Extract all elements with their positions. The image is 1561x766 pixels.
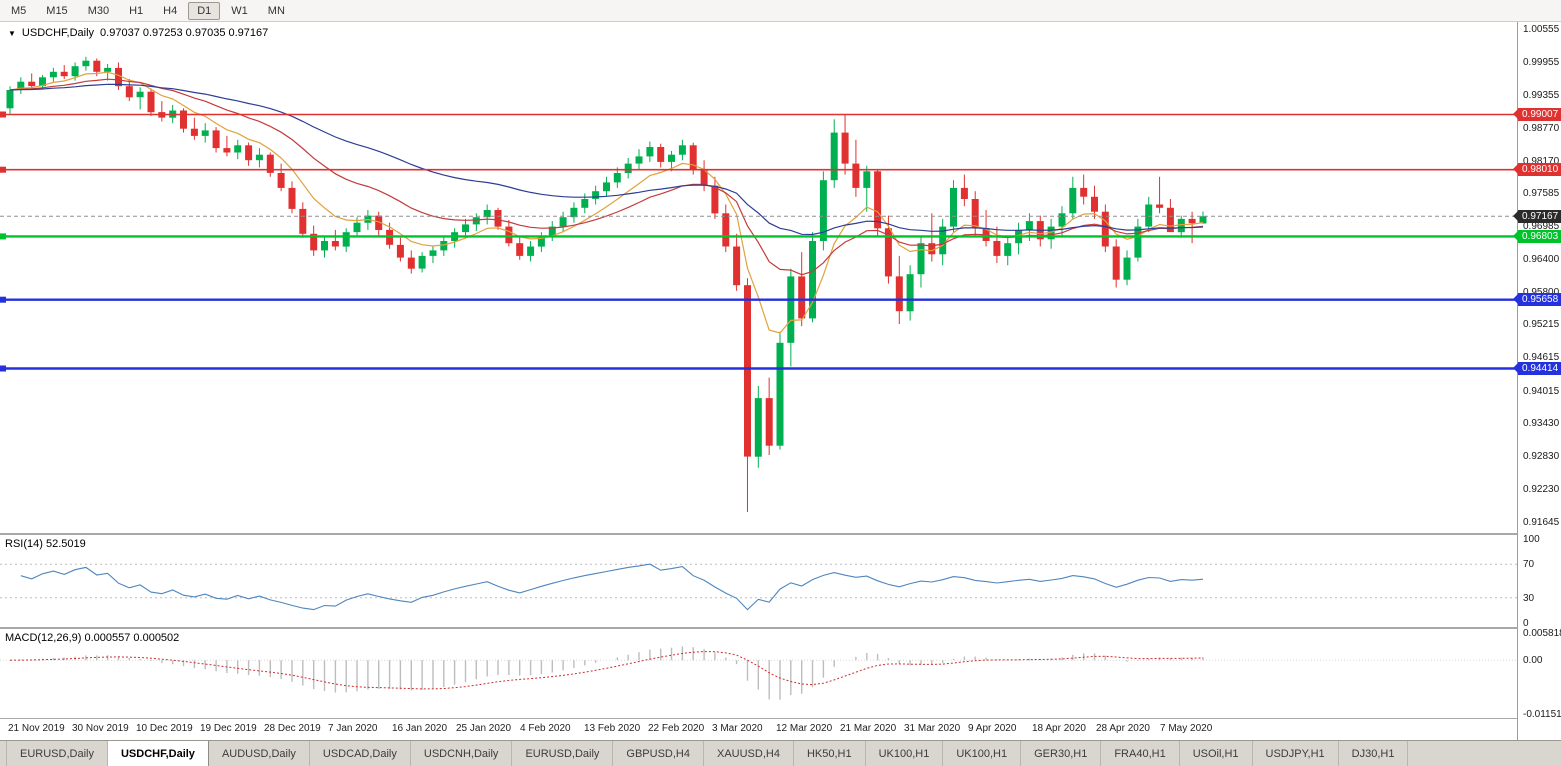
chart-tab-usoil-h1[interactable]: USOil,H1 (1180, 741, 1253, 766)
chart-tab-usdcad-daily[interactable]: USDCAD,Daily (310, 741, 411, 766)
x-axis-label: 18 Apr 2020 (1032, 723, 1086, 734)
hline-price-badge: 0.96803 (1513, 229, 1561, 243)
timeframe-button-m5[interactable]: M5 (11, 4, 27, 17)
panel-separator[interactable] (0, 533, 1561, 535)
y-axis-label: 0.98770 (1523, 122, 1560, 134)
y-axis-label: 0.94615 (1523, 352, 1560, 364)
timeframe-button-h4[interactable]: H4 (163, 4, 178, 17)
chart-symbol-label: USDCHF,Daily (21, 27, 95, 39)
x-axis-label: 25 Jan 2020 (456, 723, 512, 734)
chart-tab-bar: EURUSD,Daily USDCHF,Daily AUDUSD,Daily USDC… (0, 740, 1561, 766)
chart-tab-hk50-h1[interactable]: HK50,H1 (794, 741, 866, 766)
chart-title: ▼ USDCHF,Daily 0.97037 0.97253 0.97035 0… (8, 27, 268, 39)
rsi-panel[interactable]: RSI(14) 52.5019 (0, 535, 1517, 627)
panel-separator[interactable] (0, 627, 1561, 629)
y-axis-label: 0.94015 (1523, 385, 1560, 397)
timeframe-button-w1[interactable]: W1 (231, 4, 248, 17)
current-price-badge: 0.97167 (1513, 209, 1561, 223)
y-axis-label: 0.91645 (1523, 516, 1560, 528)
timeframe-button-mn[interactable]: MN (267, 4, 285, 17)
rsi-axis-label: 30 (1523, 592, 1535, 604)
x-axis-label: 12 Mar 2020 (776, 723, 833, 734)
x-axis-label: 31 Mar 2020 (904, 723, 961, 734)
timeframe-toolbar: M5 M15 M30 H1 H4 D1 W1 MN (0, 0, 1561, 22)
x-axis-label: 21 Mar 2020 (840, 723, 897, 734)
hline-price-badge: 0.95658 (1513, 293, 1561, 307)
price-axis[interactable]: 1.00555 0.99955 0.99355 0.98770 0.98170 0.975… (1513, 22, 1561, 740)
x-axis-label: 30 Nov 2019 (72, 723, 129, 734)
chart-menu-icon[interactable]: ▼ (8, 28, 16, 38)
macd-axis-label: 0.00 (1523, 655, 1543, 667)
y-axis-label: 0.92830 (1523, 451, 1560, 463)
timeframe-button-m30[interactable]: M30 (87, 4, 110, 17)
y-axis-label: 0.93430 (1523, 417, 1560, 429)
x-axis-label: 3 Mar 2020 (712, 723, 763, 734)
chart-area: ▼ USDCHF,Daily 0.97037 0.97253 0.97035 0… (0, 22, 1561, 741)
x-axis-label: 13 Feb 2020 (584, 723, 641, 734)
chart-tab-usdcnh-daily[interactable]: USDCNH,Daily (411, 741, 513, 766)
x-axis-label: 22 Feb 2020 (648, 723, 705, 734)
x-axis-label: 19 Dec 2019 (200, 723, 257, 734)
hline-price-badge: 0.99007 (1513, 108, 1561, 121)
timeframe-button-m15[interactable]: M15 (46, 4, 68, 17)
x-axis-label: 4 Feb 2020 (520, 723, 571, 734)
chart-tab-uk100-h1[interactable]: UK100,H1 (866, 741, 944, 766)
y-axis-label: 0.99955 (1523, 57, 1560, 69)
y-axis-label: 0.97585 (1523, 188, 1560, 200)
rsi-axis-label: 0 (1523, 618, 1529, 629)
chart-tab-audusd-daily[interactable]: AUDUSD,Daily (209, 741, 310, 766)
chart-tab-ger30-h1[interactable]: GER30,H1 (1021, 741, 1102, 766)
y-axis-label: 1.00555 (1523, 23, 1560, 35)
x-axis-label: 7 Jan 2020 (328, 723, 378, 734)
chart-tab-eurusd-daily[interactable]: EURUSD,Daily (512, 741, 614, 766)
chart-tab-gbpusd-h4[interactable]: GBPUSD,H4 (613, 741, 704, 766)
timeframe-button-d1[interactable]: D1 (188, 1, 221, 20)
chart-tab-dj30-h1[interactable]: DJ30,H1 (1339, 741, 1409, 766)
y-axis-label: 0.96985 (1523, 221, 1560, 233)
timeframe-button-h1[interactable]: H1 (129, 4, 144, 17)
y-axis-label: 0.99355 (1523, 90, 1560, 102)
rsi-plot[interactable] (0, 535, 1517, 627)
chart-tab-usdjpy-h1[interactable]: USDJPY,H1 (1253, 741, 1339, 766)
chart-tab-xauusd-h4[interactable]: XAUUSD,H4 (704, 741, 794, 766)
macd-plot[interactable] (0, 629, 1517, 718)
chart-tab-uk100-h1[interactable]: UK100,H1 (943, 741, 1022, 766)
chart-tab-fra40-h1[interactable]: FRA40,H1 (1101, 741, 1180, 766)
macd-axis-label: 0.005818 (1523, 628, 1561, 639)
chart-ohlc-values: 0.97037 0.97253 0.97035 0.97167 (100, 27, 269, 39)
x-axis-label: 7 May 2020 (1160, 723, 1213, 734)
price-badge-arrow-icon (1513, 210, 1518, 221)
main-chart-panel[interactable]: ▼ USDCHF,Daily 0.97037 0.97253 0.97035 0… (0, 22, 1517, 533)
macd-indicator-label: MACD(12,26,9) 0.000557 0.000502 (5, 632, 180, 644)
rsi-axis-label: 100 (1523, 534, 1540, 545)
time-axis[interactable]: 21 Nov 2019 30 Nov 2019 10 Dec 2019 19 Dec … (0, 718, 1561, 741)
hline-price-badge: 0.94414 (1513, 362, 1561, 375)
x-axis-label: 21 Nov 2019 (8, 723, 65, 734)
price-badge-arrow-icon (1513, 230, 1518, 241)
price-badge-arrow-icon (1513, 363, 1518, 373)
x-axis-label: 10 Dec 2019 (136, 723, 193, 734)
chart-tab-usdchf-daily[interactable]: USDCHF,Daily (107, 741, 209, 766)
rsi-indicator-label: RSI(14) 52.5019 (5, 538, 86, 550)
hline-price-badge: 0.98010 (1513, 163, 1561, 177)
candlestick-plot[interactable] (0, 22, 1517, 533)
x-axis-label: 28 Apr 2020 (1096, 723, 1150, 734)
rsi-axis-label: 70 (1523, 559, 1535, 571)
price-badge-arrow-icon (1513, 109, 1518, 119)
price-badge-arrow-icon (1513, 164, 1518, 175)
price-badge-arrow-icon (1513, 294, 1518, 305)
x-axis-label: 16 Jan 2020 (392, 723, 448, 734)
y-axis-label: 0.96400 (1523, 253, 1560, 265)
y-axis-label: 0.92230 (1523, 484, 1560, 496)
y-axis-label: 0.98170 (1523, 155, 1560, 167)
y-axis-label: 0.95215 (1523, 319, 1560, 331)
x-axis-label: 28 Dec 2019 (264, 723, 321, 734)
x-axis-label: 9 Apr 2020 (968, 723, 1017, 734)
macd-axis-label: -0.011516 (1523, 709, 1561, 720)
y-axis-label: 0.95800 (1523, 287, 1559, 298)
chart-tab-eurusd-daily[interactable]: EURUSD,Daily (6, 741, 108, 766)
macd-panel[interactable]: MACD(12,26,9) 0.000557 0.000502 (0, 629, 1517, 718)
